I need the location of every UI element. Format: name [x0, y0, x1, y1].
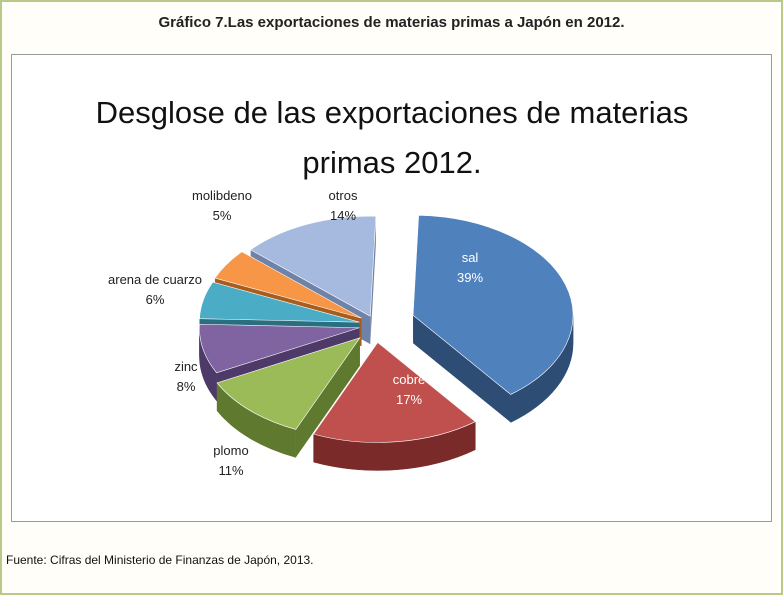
slice-value-label: 6% [146, 292, 165, 307]
pie-slice-wall [413, 315, 511, 423]
slice-value-label: 8% [177, 379, 196, 394]
slice-label: otros [329, 188, 358, 203]
slice-label: cobre [393, 372, 426, 387]
pie-slice-top-sal [412, 214, 574, 395]
pie-slice-top-molibdeno [214, 251, 362, 319]
pie-slice-top-otros [250, 215, 377, 317]
pie-slice-top-plomo [216, 337, 361, 430]
slice-value-label: 5% [213, 208, 232, 223]
pie-slice-top-arena-de-cuarzo [199, 281, 360, 323]
source-note: Fuente: Cifras del Ministerio de Finanza… [6, 553, 314, 567]
slice-label: plomo [213, 443, 248, 458]
slice-value-label: 11% [218, 463, 243, 478]
slice-label: molibdeno [192, 188, 252, 203]
pie-slice-wall [370, 216, 376, 345]
slice-value-label: 14% [330, 208, 356, 223]
slice-value-label: 39% [457, 270, 483, 285]
pie-slice-top-cobre [313, 342, 476, 443]
slice-label: zinc [174, 359, 198, 374]
chart-title-line-1: Desglose de las exportaciones de materia… [95, 95, 689, 130]
figure-caption: Gráfico 7.Las exportaciones de materias … [158, 14, 625, 31]
slice-label: arena de cuarzo [108, 272, 202, 287]
pie-slice-top-zinc [199, 323, 360, 374]
slice-value-label: 17% [396, 392, 422, 407]
slice-label: sal [462, 250, 479, 265]
chart-title-line-2: primas 2012. [302, 145, 482, 180]
